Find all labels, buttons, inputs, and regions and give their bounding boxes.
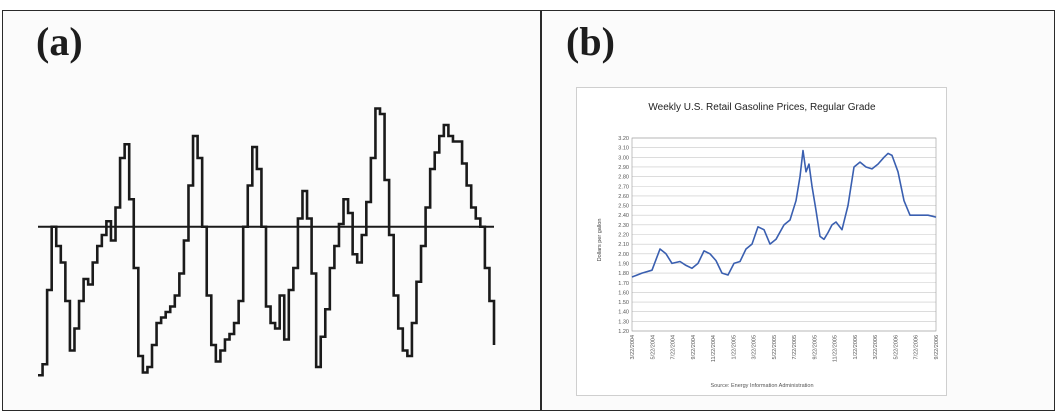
x-tick-label: 1/22/2006 bbox=[853, 335, 859, 359]
panel-label-b: (b) bbox=[566, 19, 615, 64]
x-tick-label: 5/22/2004 bbox=[650, 335, 656, 359]
y-tick-label: 1.60 bbox=[618, 290, 629, 296]
chart-b: Weekly U.S. Retail Gasoline Prices, Regu… bbox=[597, 102, 940, 389]
chart-b-source: Source: Energy Information Administratio… bbox=[710, 383, 813, 389]
y-tick-label: 3.10 bbox=[618, 146, 629, 152]
x-tick-label: 5/22/2006 bbox=[893, 335, 899, 359]
y-tick-label: 2.60 bbox=[618, 194, 629, 200]
x-tick-label: 11/22/2005 bbox=[833, 335, 839, 362]
y-tick-label: 1.20 bbox=[618, 329, 629, 335]
y-tick-label: 1.50 bbox=[618, 300, 629, 306]
x-tick-label: 7/22/2006 bbox=[914, 335, 920, 359]
series-line-b bbox=[631, 149, 937, 278]
x-tick-label: 3/22/2006 bbox=[873, 335, 879, 359]
y-tick-label: 3.20 bbox=[618, 136, 629, 142]
chart-b-grid bbox=[631, 137, 937, 332]
y-tick-label: 1.90 bbox=[618, 261, 629, 267]
y-tick-label: 1.70 bbox=[618, 281, 629, 287]
y-tick-label: 2.30 bbox=[618, 223, 629, 229]
x-tick-label: 9/22/2004 bbox=[691, 335, 697, 359]
x-tick-label: 3/22/2005 bbox=[752, 335, 758, 359]
x-tick-label: 7/22/2005 bbox=[792, 335, 798, 359]
y-tick-label: 2.90 bbox=[618, 165, 629, 171]
gas-price-inset: Weekly U.S. Retail Gasoline Prices, Regu… bbox=[576, 87, 947, 396]
y-tick-label: 3.00 bbox=[618, 155, 629, 161]
x-tick-label: 11/22/2004 bbox=[711, 335, 717, 362]
x-tick-label: 9/22/2006 bbox=[934, 335, 940, 359]
panel-label-a: (a) bbox=[36, 19, 83, 64]
x-tick-label: 5/22/2005 bbox=[772, 335, 778, 359]
panel-divider bbox=[540, 10, 542, 411]
x-tick-label: 1/22/2005 bbox=[731, 335, 737, 359]
chart-b-xticks: 3/22/2004 5/22/2004 7/22/2004 9/22/2004 11/2… bbox=[630, 335, 940, 362]
y-tick-label: 1.80 bbox=[618, 271, 629, 277]
y-tick-label: 2.10 bbox=[618, 242, 629, 248]
chart-b-yticks: 3.20 3.10 3.00 2.90 2.80 2.70 2.60 2.50 2.40 2.30… bbox=[618, 136, 629, 335]
y-tick-label: 2.20 bbox=[618, 233, 629, 239]
x-tick-label: 3/22/2004 bbox=[630, 335, 636, 359]
y-tick-label: 2.00 bbox=[618, 252, 629, 258]
chart-b-ylabel: Dollars per gallon bbox=[597, 219, 603, 262]
x-tick-label: 7/22/2004 bbox=[671, 335, 677, 359]
plot-area bbox=[631, 137, 937, 332]
chart-b-title: Weekly U.S. Retail Gasoline Prices, Regu… bbox=[648, 102, 876, 113]
y-tick-label: 2.70 bbox=[618, 184, 629, 190]
y-tick-label: 2.50 bbox=[618, 204, 629, 210]
y-tick-label: 2.80 bbox=[618, 175, 629, 181]
y-tick-label: 1.40 bbox=[618, 310, 629, 316]
y-tick-label: 1.30 bbox=[618, 319, 629, 325]
x-tick-label: 9/22/2005 bbox=[812, 335, 818, 359]
series-line-a bbox=[38, 107, 496, 377]
y-tick-label: 2.40 bbox=[618, 213, 629, 219]
